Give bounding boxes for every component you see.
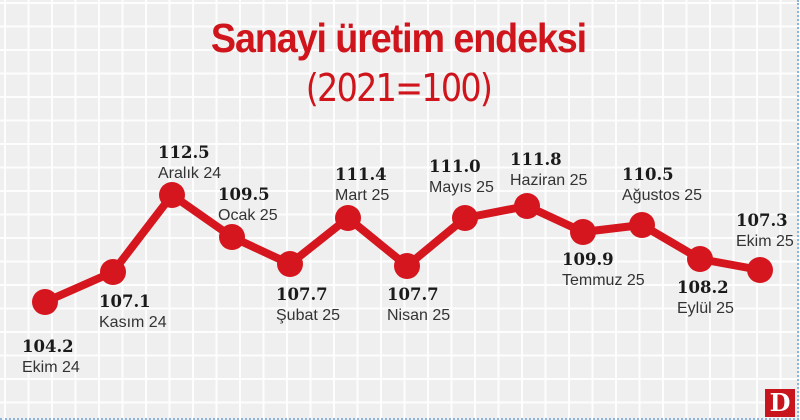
data-value-label: 107.7 [276,285,328,304]
data-point-marker [452,205,478,231]
data-value-label: 111.4 [335,165,387,184]
chart-subtitle: (2021=100) [305,66,493,110]
data-category-label: Mayıs 25 [429,179,494,196]
data-value-label: 110.5 [622,165,674,184]
data-point-marker [687,246,713,272]
data-point-marker [32,289,58,315]
data-value-label: 107.7 [387,285,439,304]
data-point-marker [570,219,596,245]
data-category-label: Şubat 25 [276,307,340,324]
data-category-label: Kasım 24 [99,314,167,331]
chart-title: Sanayi üretim endeksi [210,15,587,61]
data-category-label: Nisan 25 [387,307,450,324]
data-point-marker [747,257,773,283]
data-point-marker [159,182,185,208]
data-value-label: 104.2 [22,337,74,356]
data-category-label: Aralık 24 [158,165,221,182]
data-value-label: 109.5 [218,185,270,204]
data-point-marker [277,251,303,277]
data-value-label: 111.8 [510,150,562,169]
data-points [32,182,773,315]
data-category-label: Haziran 25 [510,172,587,189]
data-category-label: Mart 25 [335,187,389,204]
data-category-label: Temmuz 25 [562,272,645,289]
data-category-label: Ekim 25 [736,233,794,250]
data-point-marker [394,253,420,279]
data-point-marker [219,224,245,250]
data-category-label: Ağustos 25 [622,187,702,204]
data-point-marker [100,259,126,285]
data-value-label: 107.3 [736,211,788,230]
data-value-label: 112.5 [158,143,210,162]
data-value-label: 109.9 [562,250,614,269]
data-point-marker [335,205,361,231]
data-value-label: 107.1 [99,292,151,311]
data-category-label: Ekim 24 [22,359,80,376]
brand-logo: D [765,389,795,417]
data-point-marker [629,212,655,238]
data-labels: 104.2 Ekim 24 107.1 Kasım 24 112.5 Aralık 24 1… [22,143,794,376]
data-category-label: Eylül 25 [677,300,734,317]
data-category-label: Ocak 25 [218,207,278,224]
data-value-label: 108.2 [677,278,729,297]
data-value-label: 111.0 [429,157,481,176]
data-point-marker [514,193,540,219]
